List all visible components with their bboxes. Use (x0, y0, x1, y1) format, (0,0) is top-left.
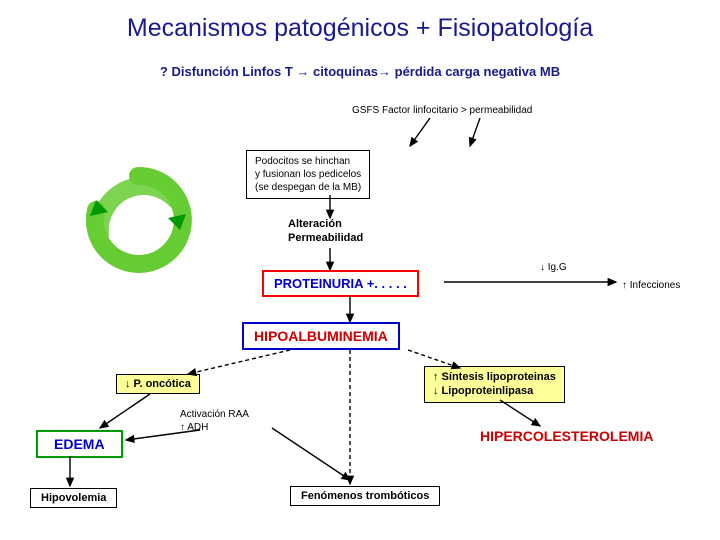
node-raa: Activación RAA ↑ ADH (180, 408, 249, 434)
node-lipoprot: ↑ Síntesis lipoproteinas ↓ Lipoproteinli… (424, 366, 565, 403)
node-edema: EDEMA (36, 430, 123, 458)
node-hipoalbuminemia: HIPOALBUMINEMIA (242, 322, 400, 350)
igg-text: ↓ Ig.G (540, 262, 567, 273)
poncotica-text: ↓ P. oncótica (125, 378, 191, 390)
podocitos-l2: y fusionan los pedicelos (255, 168, 361, 181)
node-infecciones: ↑ Infecciones (622, 280, 680, 291)
cycle-icon (90, 176, 186, 264)
lipoprot-l2: ↓ Lipoproteinlipasa (433, 384, 556, 398)
node-hipovolemia: Hipovolemia (30, 488, 117, 508)
node-gsfs: GSFS Factor linfocitario > permeabilidad (352, 105, 532, 116)
page-title: Mecanismos patogénicos + Fisiopatología (0, 14, 720, 43)
raa-l2: ↑ ADH (180, 421, 249, 434)
node-tromboticos: Fenómenos trombóticos (290, 486, 440, 506)
hipercol-text: HIPERCOLESTEROLEMIA (480, 428, 653, 444)
tromboticos-text: Fenómenos trombóticos (301, 490, 429, 502)
proteinuria-text: PROTEINURIA +. . . . . (274, 276, 407, 291)
hipovolemia-text: Hipovolemia (41, 492, 106, 504)
infecciones-text: ↑ Infecciones (622, 280, 680, 291)
node-hipercol: HIPERCOLESTEROLEMIA (480, 428, 653, 444)
node-poncotica: ↓ P. oncótica (116, 374, 200, 394)
alteracion-l1: Alteración (288, 218, 363, 232)
node-podocitos: Podocitos se hinchan y fusionan los pedi… (246, 150, 370, 199)
podocitos-l3: (se despegan de la MB) (255, 181, 361, 194)
podocitos-l1: Podocitos se hinchan (255, 155, 361, 168)
node-proteinuria: PROTEINURIA +. . . . . (262, 270, 419, 297)
lipoprot-l1: ↑ Síntesis lipoproteinas (433, 370, 556, 384)
hipoalbuminemia-text: HIPOALBUMINEMIA (254, 328, 388, 344)
subtitle-text: ? Disfunción Linfos T → citoquinas→ pérd… (160, 64, 560, 79)
gsfs-text: GSFS Factor linfocitario > permeabilidad (352, 105, 532, 116)
node-igg: ↓ Ig.G (540, 262, 567, 273)
title-text: Mecanismos patogénicos + Fisiopatología (127, 14, 593, 42)
node-alteracion: Alteración Permeabilidad (288, 218, 363, 246)
raa-l1: Activación RAA (180, 408, 249, 421)
subtitle: ? Disfunción Linfos T → citoquinas→ pérd… (0, 64, 720, 79)
alteracion-l2: Permeabilidad (288, 232, 363, 246)
edema-text: EDEMA (54, 436, 105, 452)
